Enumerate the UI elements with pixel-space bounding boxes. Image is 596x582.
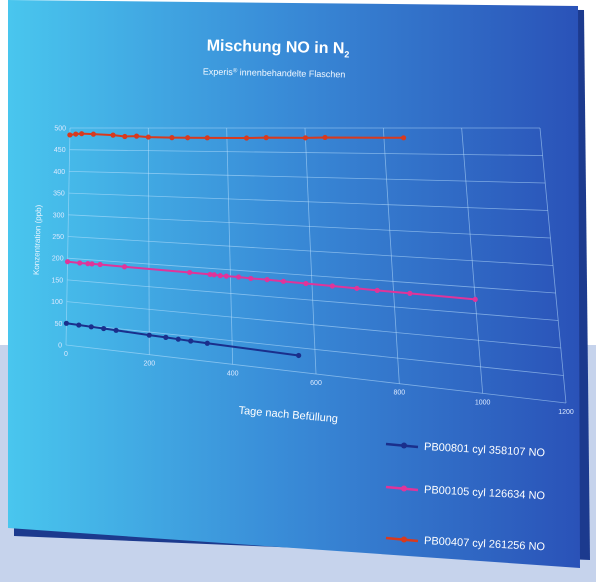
y-tick-label: 50 bbox=[55, 321, 63, 328]
data-point bbox=[89, 261, 95, 267]
data-point bbox=[204, 340, 210, 346]
y-tick-label: 0 bbox=[58, 343, 62, 350]
x-tick-label: 1200 bbox=[558, 409, 574, 416]
data-point bbox=[322, 134, 328, 141]
y-tick-label: 300 bbox=[53, 212, 65, 219]
x-tick-label: 1000 bbox=[475, 399, 491, 406]
data-point bbox=[88, 324, 94, 330]
data-point bbox=[407, 290, 413, 296]
data-point bbox=[85, 260, 91, 267]
tick-labels: 0 50 100 150 200 250 300 350 400 450 500 0 200 400 600… bbox=[51, 126, 574, 417]
data-point bbox=[207, 271, 213, 278]
data-point bbox=[248, 275, 254, 282]
data-point bbox=[354, 285, 360, 291]
x-tick-label: 0 bbox=[64, 351, 68, 358]
data-point bbox=[90, 131, 97, 137]
data-point bbox=[63, 320, 69, 326]
data-point bbox=[243, 135, 250, 141]
chart-panel bbox=[8, 0, 580, 568]
y-tick-label: 100 bbox=[51, 299, 63, 306]
data-point bbox=[67, 132, 73, 138]
data-point bbox=[263, 135, 269, 141]
v-gridline bbox=[65, 127, 71, 346]
data-point bbox=[169, 135, 175, 141]
data-point bbox=[302, 135, 309, 141]
chart-title-main: Mischung NO in N bbox=[207, 38, 345, 58]
v-gridline bbox=[382, 127, 400, 384]
legend-swatch-marker bbox=[401, 485, 407, 492]
y-tick-label: 250 bbox=[52, 234, 64, 241]
data-point bbox=[280, 278, 287, 284]
plot-grid bbox=[65, 127, 567, 404]
data-point bbox=[204, 135, 210, 141]
chart-title: Mischung NO in N2 bbox=[206, 38, 349, 60]
chart-title-subscript: 2 bbox=[344, 49, 349, 59]
y-tick-label: 200 bbox=[52, 256, 64, 263]
x-tick-label: 600 bbox=[310, 380, 322, 387]
x-tick-label: 800 bbox=[393, 390, 405, 397]
data-point bbox=[374, 287, 380, 293]
legend-swatch-marker bbox=[401, 536, 407, 543]
y-tick-label: 150 bbox=[52, 277, 64, 284]
series-layer bbox=[63, 131, 478, 359]
data-point bbox=[163, 334, 169, 340]
data-point bbox=[235, 274, 242, 280]
y-axis-label: Konzentration (ppb) bbox=[32, 204, 43, 275]
data-point bbox=[329, 283, 335, 289]
series-3 bbox=[67, 131, 407, 141]
data-point bbox=[79, 131, 85, 137]
data-point bbox=[101, 325, 107, 332]
y-tick-label: 450 bbox=[54, 147, 66, 154]
data-point bbox=[217, 273, 223, 279]
data-point bbox=[97, 261, 103, 268]
data-point bbox=[175, 336, 181, 342]
data-point bbox=[400, 135, 407, 141]
data-point bbox=[303, 280, 309, 287]
v-gridline bbox=[461, 127, 484, 394]
data-point bbox=[76, 322, 82, 328]
data-point bbox=[188, 338, 194, 344]
v-gridline bbox=[147, 127, 150, 355]
data-point bbox=[77, 260, 83, 266]
x-tick-label: 400 bbox=[227, 370, 239, 377]
data-point bbox=[113, 327, 119, 333]
v-gridline bbox=[539, 127, 567, 404]
data-point bbox=[145, 134, 151, 140]
data-point bbox=[146, 332, 152, 338]
data-point bbox=[122, 133, 128, 140]
data-point bbox=[73, 131, 79, 137]
series-1 bbox=[63, 320, 302, 359]
v-gridline bbox=[304, 127, 317, 375]
series-line bbox=[69, 132, 404, 140]
legend-swatch-marker bbox=[401, 442, 407, 449]
y-tick-label: 400 bbox=[54, 169, 66, 176]
data-point bbox=[223, 273, 229, 279]
data-point bbox=[211, 272, 217, 278]
data-point bbox=[264, 277, 270, 283]
data-point bbox=[121, 264, 128, 270]
v-gridline bbox=[226, 127, 234, 365]
x-tick-label: 200 bbox=[143, 361, 155, 368]
data-point bbox=[185, 135, 191, 141]
y-tick-label: 500 bbox=[54, 126, 66, 133]
data-point bbox=[296, 352, 302, 359]
chart-subtitle: Experis® innenbehandelte Flaschen bbox=[203, 67, 346, 80]
data-point bbox=[110, 132, 116, 138]
data-point bbox=[133, 133, 140, 139]
data-point bbox=[187, 269, 193, 276]
series-2 bbox=[64, 259, 478, 303]
y-tick-label: 350 bbox=[53, 191, 65, 198]
data-point bbox=[472, 296, 478, 303]
data-point bbox=[64, 259, 71, 265]
